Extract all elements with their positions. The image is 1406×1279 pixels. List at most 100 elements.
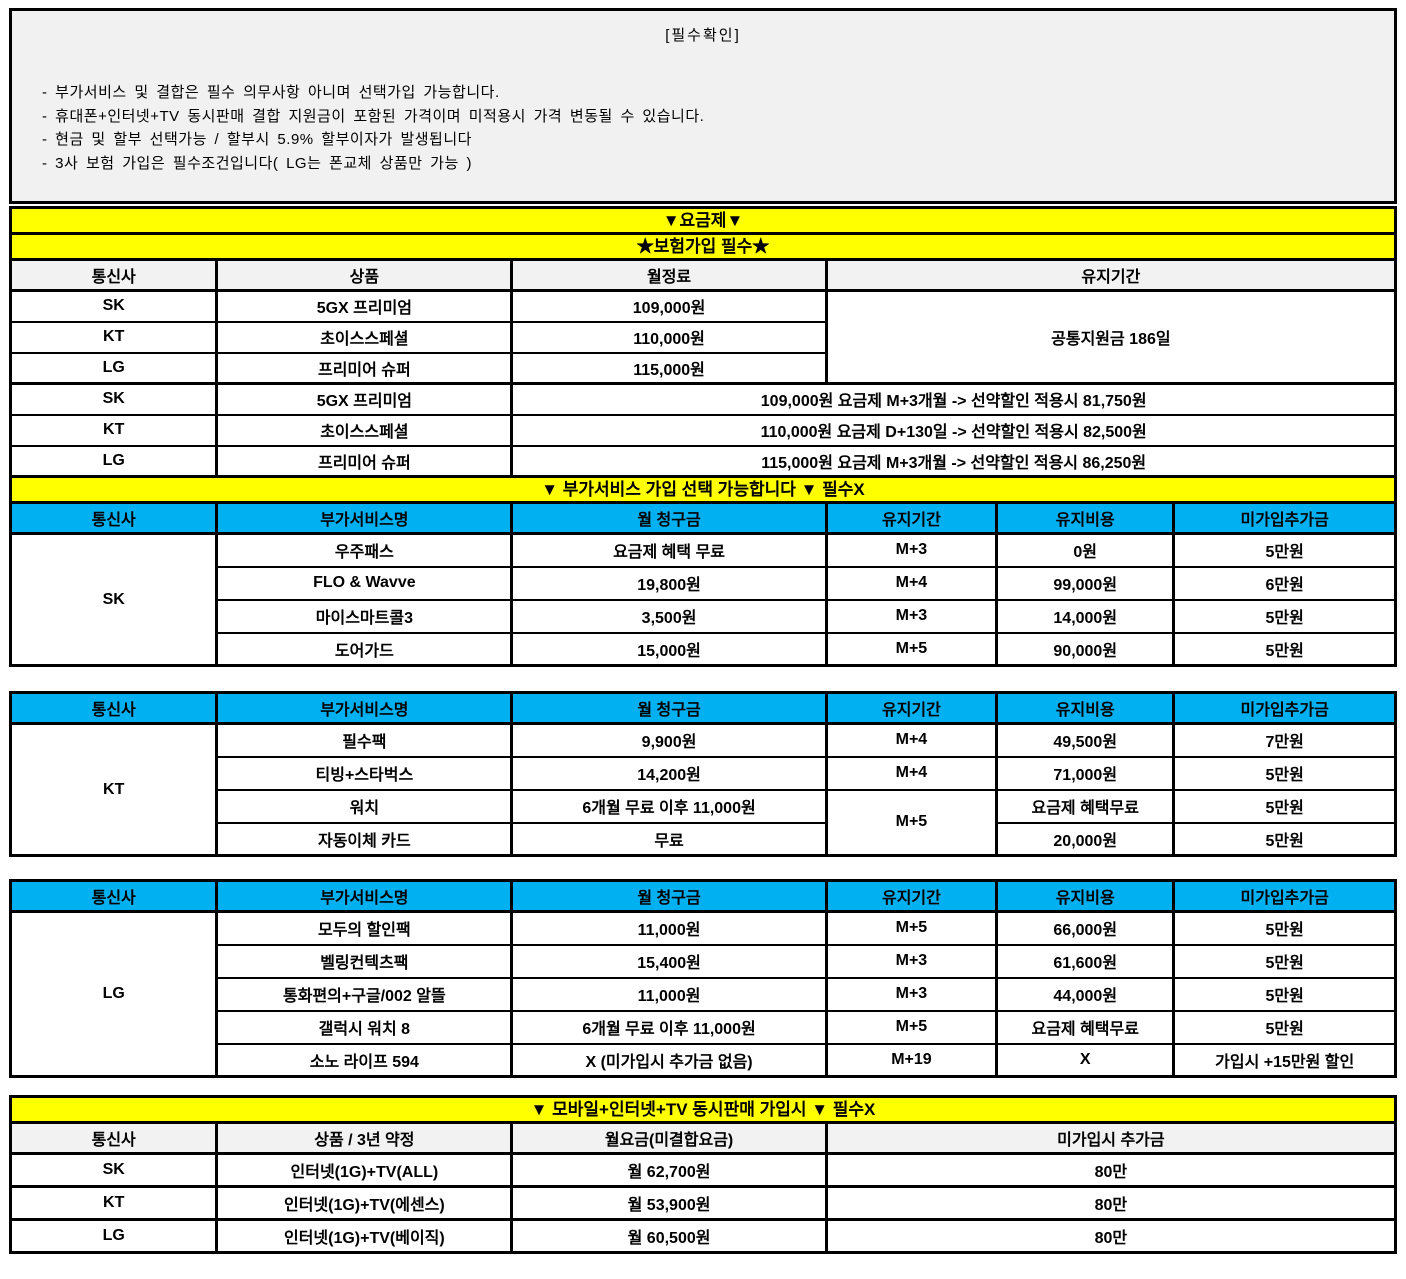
penalty-cell: 80만 (824, 1185, 1398, 1221)
penalty-cell: 5만원 (1172, 755, 1397, 791)
col-header-monthly: 월 청구금 (510, 879, 828, 913)
period-cell: M+4 (824, 722, 999, 758)
service-cell: 모두의 할인팩 (215, 910, 514, 946)
product-cell: 인터넷(1G)+TV(베이직) (215, 1218, 514, 1254)
carrier-cell: KT (8, 722, 219, 857)
carrier-cell: SK (8, 1152, 219, 1188)
monthly-cell: 11,000원 (510, 910, 828, 946)
table-row: 갤럭시 워치 8 6개월 무료 이후 11,000원 M+5 요금제 혜택무료 … (11, 1009, 1397, 1045)
notice-notes: - 부가서비스 및 결합은 필수 의무사항 아니며 선택가입 가능합니다. - … (42, 81, 1394, 175)
service-cell: 소노 라이프 594 (215, 1042, 514, 1078)
carrier-cell: LG (8, 910, 219, 1078)
bundle-table: 통신사 상품 / 3년 약정 월요금(미결합요금) 미가입시 추가금 SK 인터… (8, 1121, 1398, 1254)
period-cell: M+3 (824, 532, 999, 568)
notice-title: [필수확인] (665, 27, 741, 44)
service-cell: 도어가드 (215, 631, 514, 667)
col-header-cost: 유지비용 (995, 879, 1176, 913)
fee-cell: 110,000원 (510, 320, 828, 354)
kt-addon-table: 통신사 부가서비스명 월 청구금 유지기간 유지비용 미가입추가금 KT 필수팩… (8, 691, 1397, 857)
monthly-cell: 19,800원 (510, 565, 828, 601)
table-row: LG 인터넷(1G)+TV(베이직) 월 60,500원 80만 (8, 1218, 1398, 1254)
cost-cell: 61,600원 (995, 943, 1176, 979)
cost-cell: 요금제 혜택무료 (995, 788, 1176, 824)
service-cell: 벨링컨텍츠팩 (215, 943, 514, 979)
col-header-monthly: 월 청구금 (510, 691, 828, 725)
penalty-cell: 5만원 (1172, 976, 1397, 1012)
discount-detail-cell: 109,000원 요금제 M+3개월 -> 선약할인 적용시 81,750원 (510, 382, 1397, 416)
monthly-cell: 11,000원 (510, 976, 828, 1012)
col-header-penalty: 미가입시 추가금 (824, 1121, 1398, 1155)
monthly-cell: 15,400원 (510, 943, 828, 979)
period-cell: M+3 (824, 943, 999, 979)
cost-cell: 90,000원 (995, 631, 1176, 667)
col-header-fee: 월정료 (510, 258, 828, 292)
penalty-cell: 7만원 (1172, 722, 1397, 758)
table-row: KT 초이스스페셜 110,000원 요금제 D+130일 -> 선약할인 적용… (8, 413, 1397, 447)
col-header-penalty: 미가입추가금 (1172, 879, 1397, 913)
col-header-carrier: 통신사 (8, 1121, 219, 1155)
maintain-note-cell: 공통지원금 186일 (824, 289, 1398, 385)
table-row: SK 우주패스 요금제 혜택 무료 M+3 0원 5만원 (8, 532, 1397, 667)
penalty-cell: 5만원 (1172, 631, 1397, 667)
discount-detail-cell: 110,000원 요금제 D+130일 -> 선약할인 적용시 82,500원 (510, 413, 1397, 447)
product-cell: 초이스스페셜 (215, 320, 514, 354)
product-cell: 인터넷(1G)+TV(ALL) (215, 1152, 514, 1188)
service-cell: 자동이체 카드 (215, 821, 514, 857)
penalty-cell: 5만원 (1172, 910, 1397, 946)
monthly-cell: 3,500원 (510, 598, 828, 634)
penalty-cell: 5만원 (1172, 1009, 1397, 1045)
penalty-cell: 가입시 +15만원 할인 (1172, 1042, 1397, 1078)
col-header-product: 상품 / 3년 약정 (215, 1121, 514, 1155)
table-row: 통화편의+구글/002 알뜰 11,000원 M+3 44,000원 5만원 (11, 976, 1397, 1012)
fee-cell: 115,000원 (510, 351, 828, 385)
period-cell: M+19 (824, 1042, 999, 1078)
cost-cell: 20,000원 (995, 821, 1176, 857)
lg-addon-table: 통신사 부가서비스명 월 청구금 유지기간 유지비용 미가입추가금 LG 모두의… (8, 879, 1397, 1078)
carrier-cell: LG (8, 444, 219, 478)
addon-header-row: 통신사 부가서비스명 월 청구금 유지기간 유지비용 미가입추가금 (8, 879, 1397, 913)
banner-bundle: ▼ 모바일+인터넷+TV 동시판매 가입시 ▼ 필수X (9, 1095, 1397, 1124)
col-header-period: 유지기간 (824, 501, 999, 535)
period-cell: M+4 (824, 565, 999, 601)
period-cell: M+3 (824, 976, 999, 1012)
carrier-cell: KT (8, 1185, 219, 1221)
table-row: 티빙+스타벅스 14,200원 M+4 71,000원 5만원 (11, 755, 1397, 791)
col-header-carrier: 통신사 (8, 501, 219, 535)
monthly-cell: X (미가입시 추가금 없음) (510, 1042, 828, 1078)
monthly-cell: 6개월 무료 이후 11,000원 (510, 788, 828, 824)
col-header-penalty: 미가입추가금 (1172, 501, 1397, 535)
col-header-period: 유지기간 (824, 258, 1398, 292)
penalty-cell: 5만원 (1172, 943, 1397, 979)
monthly-cell: 월 60,500원 (510, 1218, 828, 1254)
table-row: 벨링컨텍츠팩 15,400원 M+3 61,600원 5만원 (11, 943, 1397, 979)
monthly-cell: 무료 (510, 821, 828, 857)
carrier-cell: SK (8, 532, 219, 667)
monthly-cell: 월 62,700원 (510, 1152, 828, 1188)
product-cell: 인터넷(1G)+TV(에센스) (215, 1185, 514, 1221)
discount-detail-cell: 115,000원 요금제 M+3개월 -> 선약할인 적용시 86,250원 (510, 444, 1397, 478)
col-header-service: 부가서비스명 (215, 691, 514, 725)
table-row: 자동이체 카드 무료 20,000원 5만원 (11, 821, 1397, 857)
spacer (9, 1078, 1397, 1095)
cost-cell: 요금제 혜택무료 (995, 1009, 1176, 1045)
service-cell: FLO & Wavve (215, 565, 514, 601)
col-header-monthly: 월 청구금 (510, 501, 828, 535)
period-cell: M+3 (824, 598, 999, 634)
banner-insurance: ★보험가입 필수★ (9, 232, 1397, 261)
plan-table: 통신사 상품 월정료 유지기간 SK 5GX 프리미엄 109,000원 공통지… (8, 258, 1398, 478)
period-cell: M+4 (824, 755, 999, 791)
notice-line: - 3사 보험 가입은 필수조건입니다( LG는 폰교체 상품만 가능 ) (42, 154, 472, 172)
penalty-cell: 5만원 (1172, 788, 1397, 824)
penalty-cell: 80만 (824, 1218, 1398, 1254)
carrier-cell: SK (8, 289, 219, 323)
table-row: KT 초이스스페셜 110,000원 (8, 320, 1396, 354)
cost-cell: 66,000원 (995, 910, 1176, 946)
period-cell: M+5 (824, 788, 999, 857)
notice-line: - 휴대폰+인터넷+TV 동시판매 결합 지원금이 포함된 가격이며 미적용시 … (42, 107, 705, 125)
cost-cell: 49,500원 (995, 722, 1176, 758)
penalty-cell: 5만원 (1172, 532, 1397, 568)
sk-addon-table: 통신사 부가서비스명 월 청구금 유지기간 유지비용 미가입추가금 SK 우주패… (8, 501, 1397, 667)
col-header-carrier: 통신사 (8, 691, 219, 725)
table-row: LG 모두의 할인팩 11,000원 M+5 66,000원 5만원 (8, 910, 1397, 1078)
